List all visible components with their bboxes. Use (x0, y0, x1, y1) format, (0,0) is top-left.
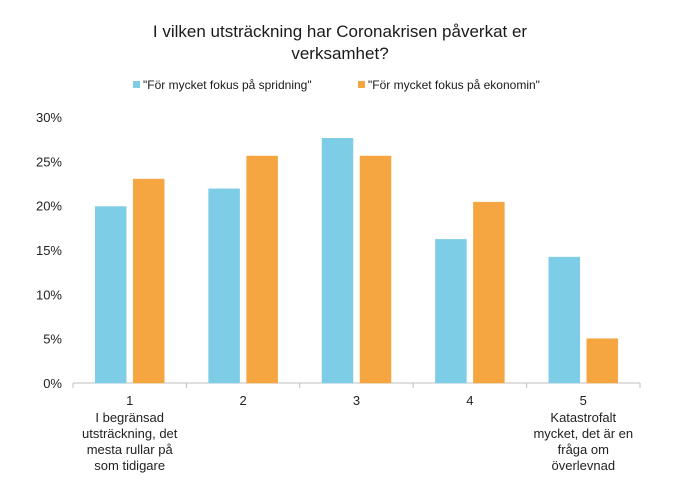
y-axis: 0% 5% 10% 15% 20% 25% 30% (36, 110, 62, 391)
bar-series-1-category-3 (321, 138, 354, 384)
category-description-line: utsträckning, det (82, 426, 178, 441)
bar-series-1-category-4 (435, 239, 467, 384)
chart-title-line-2: verksamhet? (291, 44, 388, 63)
legend-label-ekonomin: "För mycket fokus på ekonomin" (368, 78, 540, 92)
bar-series-2-category-5 (586, 338, 619, 384)
y-tick-label: 25% (36, 154, 62, 169)
category-description-line: mycket, det är en (533, 426, 633, 441)
category-label-5: 5 (580, 393, 587, 408)
category-label-3: 3 (353, 393, 360, 408)
y-tick-label: 20% (36, 199, 62, 214)
bar-series-2-category-3 (359, 155, 392, 384)
y-tick-label: 30% (36, 110, 62, 125)
category-description-line: I begränsad (95, 410, 164, 425)
category-label-4: 4 (466, 393, 473, 408)
bar-series-1-category-2 (208, 188, 240, 384)
y-tick-label: 0% (43, 376, 62, 391)
category-description-line: fråga om (558, 442, 609, 457)
category-description-line: som tidigare (94, 458, 165, 473)
bars (94, 138, 619, 384)
bar-series-2-category-1 (132, 178, 165, 384)
y-tick-label: 15% (36, 243, 62, 258)
bar-series-1-category-5 (548, 256, 581, 384)
category-description-line: mesta rullar på (87, 442, 174, 457)
legend-swatch-spridning (133, 81, 140, 88)
y-tick-label: 5% (43, 332, 62, 347)
bar-series-2-category-2 (246, 155, 278, 384)
legend-label-spridning: "För mycket fokus på spridning" (143, 78, 312, 92)
category-description-line: överlevnad (551, 458, 615, 473)
legend-swatch-ekonomin (358, 81, 365, 88)
category-label-2: 2 (239, 393, 246, 408)
bar-series-1-category-1 (94, 206, 127, 384)
chart-title-line-1: I vilken utsträckning har Coronakrisen p… (153, 22, 528, 41)
category-description-line: Katastrofalt (550, 410, 616, 425)
legend: "För mycket fokus på spridning" "För myc… (133, 78, 540, 92)
bar-series-2-category-4 (473, 201, 505, 384)
category-label-1: 1 (126, 393, 133, 408)
y-tick-label: 10% (36, 287, 62, 302)
